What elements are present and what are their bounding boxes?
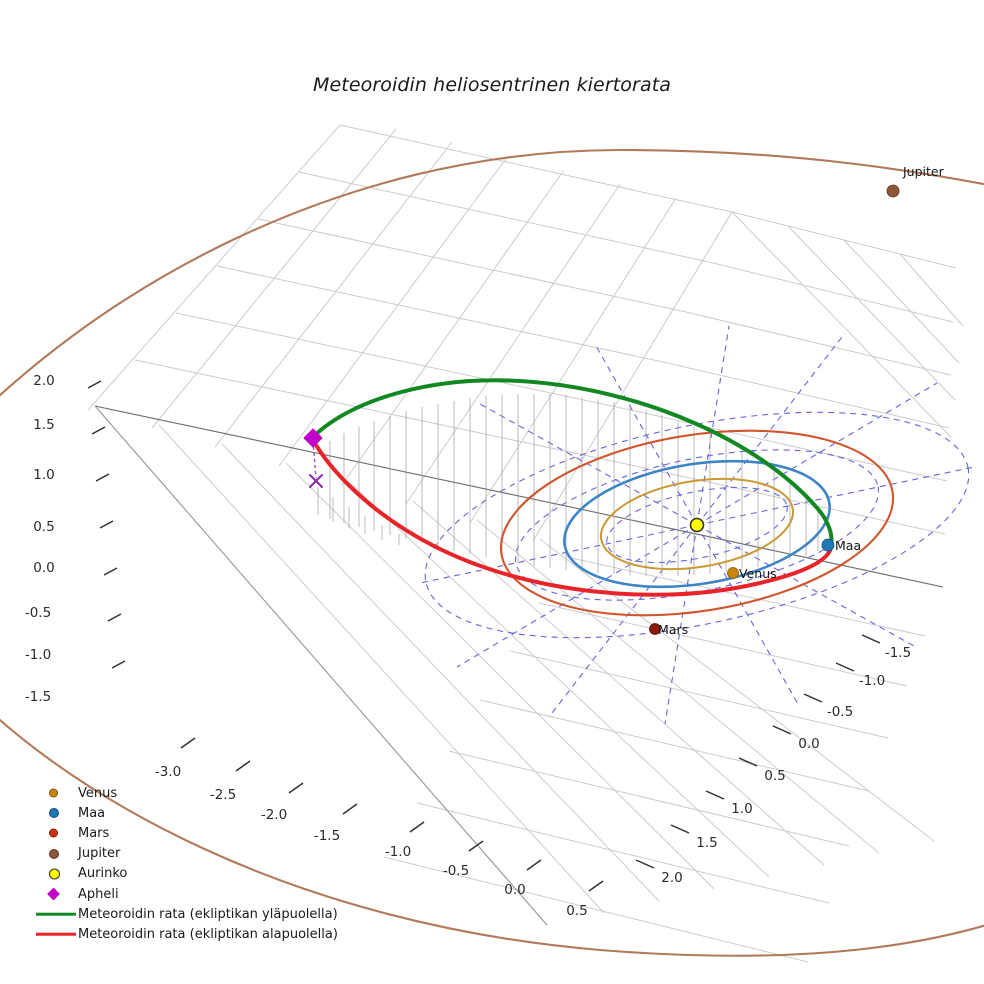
aphelion-group: [303, 428, 323, 488]
legend-item-label: Jupiter: [78, 846, 121, 862]
z-tick-label: -0.5: [24, 605, 52, 621]
legend-item-meteoroidin[interactable]: Meteoroidin rata (ekliptikan yläpuolella…: [34, 904, 354, 924]
earth-orbit: [563, 459, 831, 589]
z-tick-label: -1.5: [24, 689, 52, 705]
z-tick-label: 0.0: [33, 560, 55, 576]
pane-grid-lines: [87, 124, 964, 963]
legend-item-label: Meteoroidin rata (ekliptikan alapuolella…: [78, 926, 338, 942]
legend-item-label: Apheli: [78, 886, 119, 902]
legend-item-label: Aurinko: [78, 866, 128, 882]
legend-item-meteoroidin[interactable]: Meteoroidin rata (ekliptikan alapuolella…: [34, 924, 354, 944]
aphelion-marker-icon: [34, 884, 78, 904]
y-tick-label: -1.5: [884, 645, 912, 661]
venus-label: Venus: [739, 566, 777, 581]
legend-item-label: Mars: [78, 825, 110, 841]
track-below-line-icon: [34, 924, 78, 944]
x-tick-label: 0.5: [566, 903, 588, 919]
legend-item-jupiter[interactable]: Jupiter: [34, 844, 354, 864]
legend-item-venus[interactable]: Venus: [34, 783, 354, 803]
y-tick-label: 0.5: [764, 768, 786, 784]
sun-marker-icon: [34, 864, 78, 884]
mars-label: Mars: [658, 622, 689, 637]
jupiter-marker-icon: [34, 844, 78, 864]
legend-item-label: Maa: [78, 805, 106, 821]
z-tick-label: 0.5: [33, 519, 55, 535]
meteoroid-droplines: [317, 394, 819, 576]
aphelion-projection-x-icon: [309, 474, 323, 488]
jupiter-orbit: [0, 148, 984, 957]
legend-item-label: Venus: [78, 785, 118, 801]
z-tick-label: 1.0: [33, 467, 55, 483]
maa-label: Maa: [835, 538, 862, 553]
y-tick-label: 0.0: [798, 736, 820, 752]
y-tick-label: 1.5: [696, 835, 718, 851]
x-tick-label: -1.5: [313, 828, 341, 844]
meteoroid-track-above-ecliptic: [311, 378, 834, 548]
axis-tick-marks: [87, 380, 881, 892]
mars-orbit: [499, 429, 895, 617]
polar-grid: [419, 325, 975, 725]
x-tick-label: -1.0: [384, 844, 412, 860]
legend-item-label: Meteoroidin rata (ekliptikan yläpuolella…: [78, 906, 338, 922]
meteoroid-track-below-ecliptic: [311, 438, 833, 597]
y-tick-label: -1.0: [858, 673, 886, 689]
x-tick-label: -2.0: [260, 807, 288, 823]
y-tick-label: 2.0: [661, 870, 683, 886]
sun-marker-icon: [689, 517, 705, 533]
mars-marker-icon: [649, 623, 661, 635]
aphelion-marker-icon: [303, 428, 323, 448]
legend-item-maa[interactable]: Maa: [34, 803, 354, 823]
legend-item-aurinko[interactable]: Aurinko: [34, 864, 354, 884]
legend-item-apheli[interactable]: Apheli: [34, 884, 354, 904]
legend-item-mars[interactable]: Mars: [34, 823, 354, 843]
venus-marker-icon: [727, 567, 739, 579]
z-tick-label: 1.5: [33, 417, 55, 433]
venus-marker-icon: [34, 783, 78, 803]
page-title: Meteoroidin heliosentrinen kiertorata: [313, 74, 671, 96]
track-above-line-icon: [34, 904, 78, 924]
body-markers: [649, 184, 900, 635]
jupiter-label: Jupiter: [903, 164, 944, 179]
earth-marker-icon: [821, 538, 835, 552]
y-tick-label: -0.5: [826, 704, 854, 720]
jupiter-marker-icon: [886, 184, 900, 198]
venus-orbit: [599, 477, 795, 571]
x-tick-label: -3.0: [154, 764, 182, 780]
axis-spines: [94, 405, 944, 926]
x-tick-label: -0.5: [442, 863, 470, 879]
legend: Venus Maa Mars Jupiter Aurinko Apheli Meteoroi…: [34, 783, 354, 945]
earth-marker-icon: [34, 803, 78, 823]
y-tick-label: 1.0: [731, 801, 753, 817]
mars-marker-icon: [34, 823, 78, 843]
x-tick-label: 0.0: [504, 882, 526, 898]
x-tick-label: -2.5: [209, 787, 237, 803]
z-tick-label: -1.0: [24, 647, 52, 663]
z-tick-label: 2.0: [33, 373, 55, 389]
